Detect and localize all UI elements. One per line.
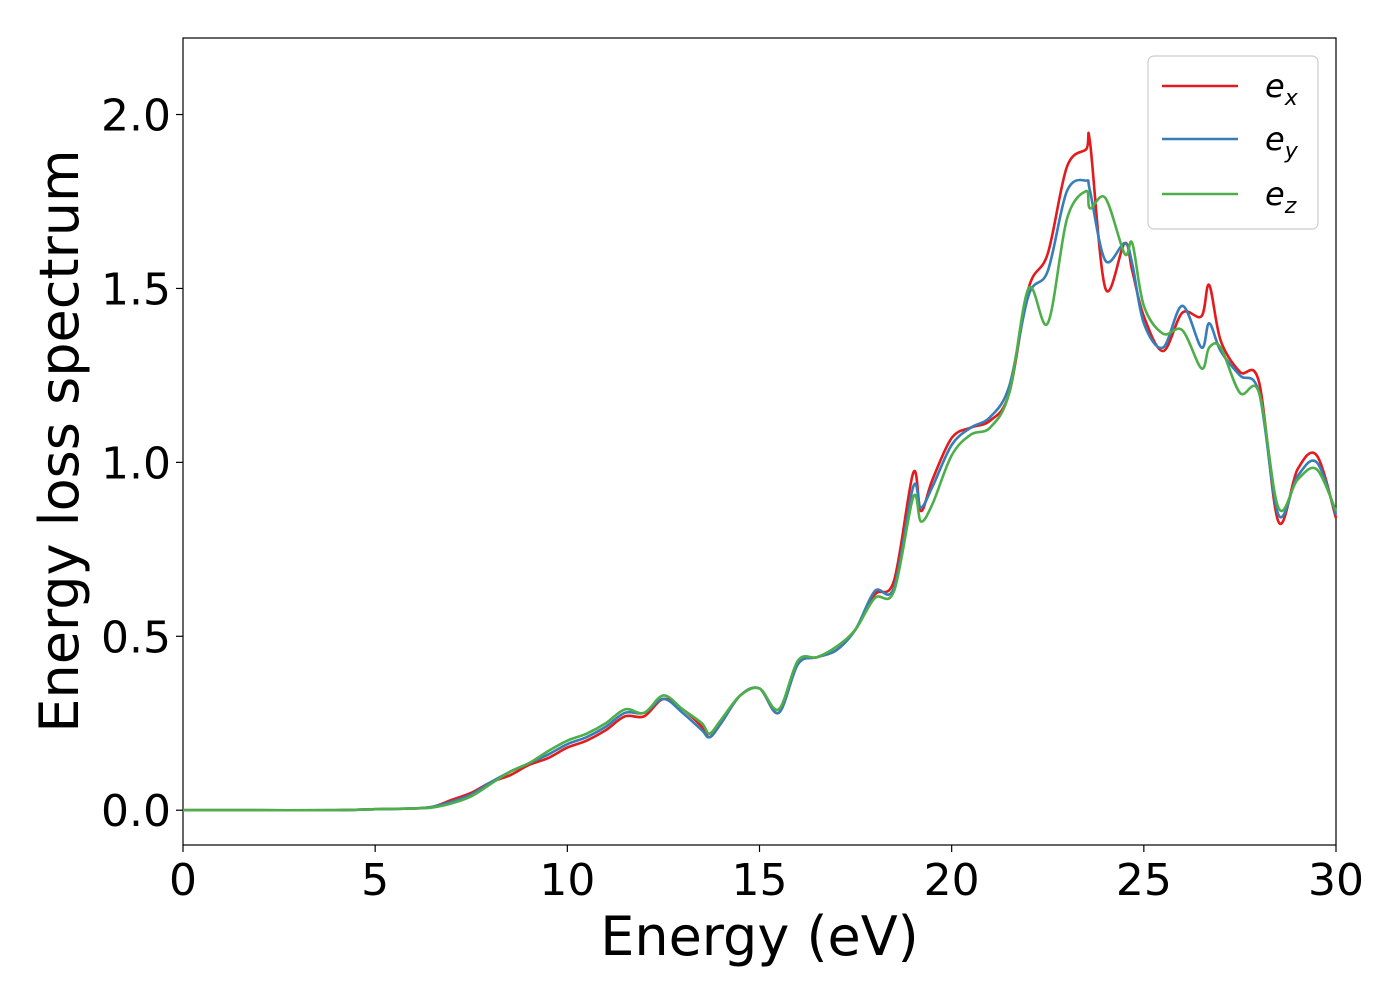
y-ticks: 0.0 0.5 1.0 1.5 2.0 [101, 91, 183, 837]
x-tick-label: 0 [169, 855, 197, 906]
y-tick-label: 0.0 [101, 786, 171, 837]
y-tick-label: 2.0 [101, 91, 171, 142]
series-layer [183, 131, 1338, 812]
x-axis-label: Energy (eV) [600, 905, 919, 968]
x-ticks: 0 5 10 15 20 25 30 [169, 845, 1364, 906]
x-tick-label: 30 [1308, 855, 1364, 906]
y-tick-label: 1.0 [101, 438, 171, 489]
series-line-y [183, 178, 1338, 812]
x-tick-label: 25 [1116, 855, 1172, 906]
series-line-z [183, 189, 1338, 812]
y-tick-label: 1.5 [101, 264, 171, 315]
x-tick-label: 20 [924, 855, 980, 906]
x-tick-label: 15 [732, 855, 788, 906]
y-tick-label: 0.5 [101, 612, 171, 663]
series-line-x [183, 131, 1338, 812]
legend-box [1147, 55, 1319, 230]
x-tick-label: 10 [539, 855, 595, 906]
y-axis-label: Energy loss spectrum [28, 149, 91, 732]
x-tick-label: 5 [361, 855, 389, 906]
